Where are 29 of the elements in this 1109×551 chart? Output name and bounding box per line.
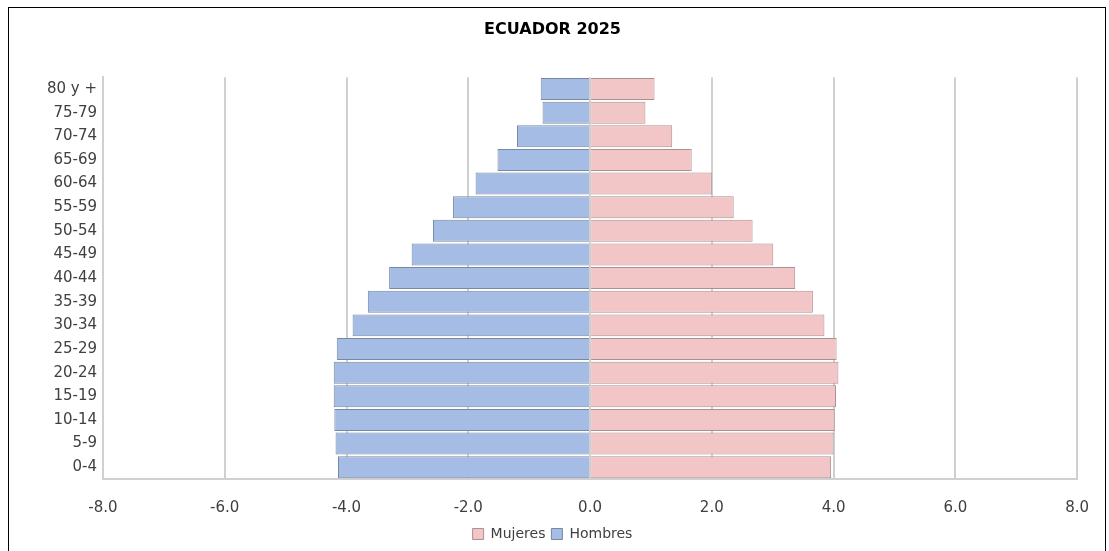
y-tick-label: 40-44 <box>53 267 97 286</box>
x-tick-label: 4.0 <box>821 497 846 516</box>
legend-label: Mujeres <box>490 524 546 541</box>
x-tick-label: 6.0 <box>943 497 968 516</box>
y-tick-label: 45-49 <box>53 244 97 263</box>
legend-label: Hombres <box>569 524 633 541</box>
y-tick-label: 60-64 <box>53 173 97 192</box>
y-tick-label: 25-29 <box>53 338 97 357</box>
y-tick-label: 20-24 <box>53 362 97 381</box>
x-tick-label: 2.0 <box>699 497 724 516</box>
chart-title: ECUADOR 2025 <box>484 18 621 38</box>
x-tick-label: 0.0 <box>578 497 602 516</box>
y-tick-label: 55-59 <box>53 197 97 216</box>
y-tick-label: 0-4 <box>72 457 97 476</box>
x-tick-label: -4.0 <box>331 497 362 516</box>
x-tick-label: -6.0 <box>210 497 240 516</box>
x-tick-label: 8.0 <box>1065 497 1089 516</box>
y-tick-label: 5-9 <box>72 433 97 452</box>
y-tick-label: 65-69 <box>53 149 97 168</box>
x-tick-label: -2.0 <box>453 497 483 516</box>
y-tick-label: 80 y + <box>46 78 97 97</box>
y-tick-label: 10-14 <box>53 409 97 428</box>
y-tick-label: 15-19 <box>53 386 97 405</box>
y-tick-label: 50-54 <box>53 220 97 239</box>
y-tick-label: 30-34 <box>53 315 97 334</box>
y-tick-label: 35-39 <box>53 291 97 310</box>
y-tick-label: 75-79 <box>53 102 97 121</box>
y-tick-label: 70-74 <box>53 126 97 145</box>
x-tick-label: -8.0 <box>88 497 118 516</box>
